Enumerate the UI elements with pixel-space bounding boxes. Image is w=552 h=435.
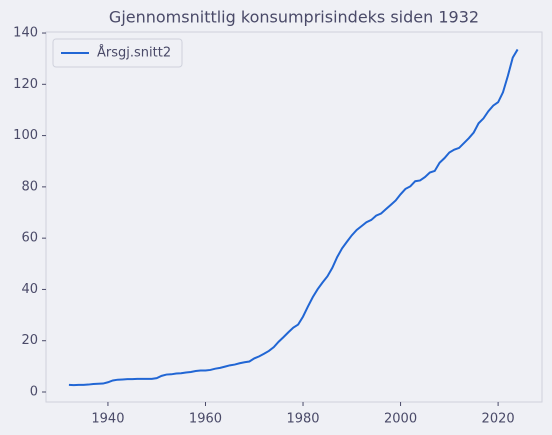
- x-tick-label: 1940: [91, 412, 124, 427]
- y-tick-label: 40: [21, 282, 38, 297]
- line: [68, 48, 519, 387]
- legend-label: Årsgj.snitt2: [97, 45, 171, 61]
- x-tick-label: 2020: [482, 412, 515, 427]
- plot-area: [45, 31, 543, 403]
- x-tick-label: 2000: [384, 412, 417, 427]
- x-tick-label: 1960: [189, 412, 222, 427]
- y-tick-label: 120: [13, 77, 38, 92]
- y-tick-label: 100: [13, 128, 38, 143]
- y-tick-label: 60: [21, 231, 38, 246]
- y-tick-label: 0: [30, 385, 38, 400]
- y-tick-label: 140: [13, 26, 38, 41]
- y-tick-label: 20: [21, 333, 38, 348]
- chart-title: Gjennomsnittlig konsumprisindeks siden 1…: [109, 8, 479, 27]
- x-tick-label: 1980: [286, 412, 319, 427]
- y-tick-label: 80: [21, 179, 38, 194]
- legend-box: [52, 38, 183, 68]
